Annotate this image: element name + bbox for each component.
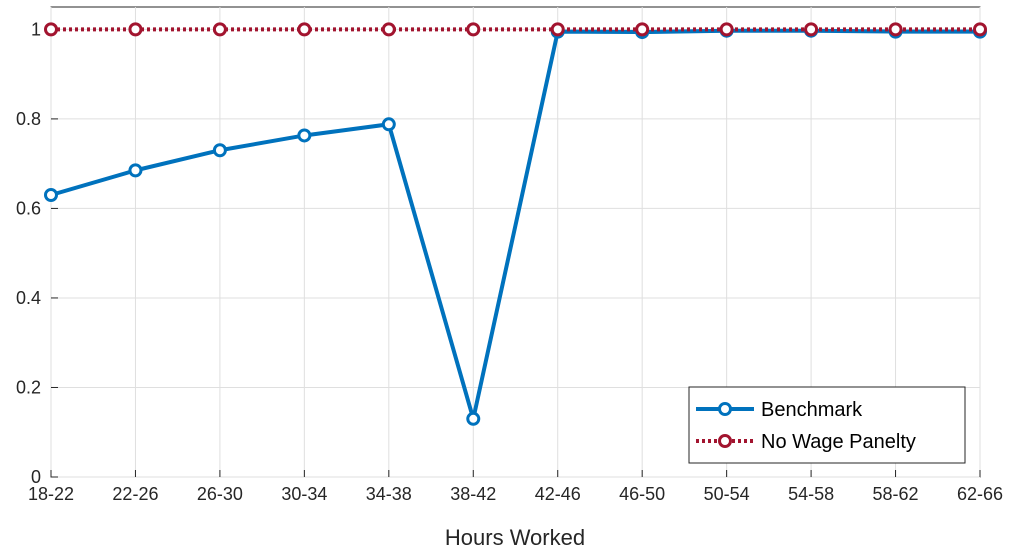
- data-point-no-wage-panelty: [719, 22, 734, 37]
- x-tick-label: 34-38: [366, 484, 412, 504]
- x-tick-label: 30-34: [281, 484, 327, 504]
- y-tick-label: 0: [31, 467, 41, 487]
- y-tick-label: 0.8: [16, 109, 41, 129]
- data-point-no-wage-panelty: [44, 22, 58, 37]
- data-point-no-wage-panelty: [635, 22, 650, 37]
- x-tick-label: 22-26: [112, 484, 158, 504]
- legend-item-benchmark: Benchmark: [696, 399, 863, 421]
- data-point-no-wage-panelty: [128, 22, 143, 37]
- data-point-no-wage-panelty: [550, 22, 565, 37]
- data-point-no-wage-panelty: [212, 22, 227, 37]
- data-point-no-wage-panelty: [466, 22, 481, 37]
- x-tick-label: 38-42: [450, 484, 496, 504]
- y-tick-label: 0.4: [16, 288, 41, 308]
- x-tick-label: 18-22: [28, 484, 74, 504]
- legend-marker-benchmark: [718, 402, 732, 416]
- x-tick-label: 42-46: [535, 484, 581, 504]
- x-axis-title: Hours Worked: [445, 525, 585, 550]
- x-tick-label: 50-54: [704, 484, 750, 504]
- y-tick-label: 1: [31, 19, 41, 39]
- legend-label-benchmark: Benchmark: [761, 399, 863, 421]
- data-point-no-wage-panelty: [297, 22, 312, 37]
- legend-box: [688, 386, 966, 464]
- data-point-benchmark: [297, 128, 312, 143]
- data-point-no-wage-panelty: [804, 22, 819, 37]
- data-point-benchmark: [128, 163, 143, 178]
- series-layer: [44, 22, 987, 426]
- data-point-benchmark: [381, 117, 396, 132]
- x-tick-label: 62-66: [957, 484, 1003, 504]
- x-tick-label: 58-62: [873, 484, 919, 504]
- legend-label-no-wage-panelty: No Wage Panelty: [761, 431, 916, 453]
- x-tick-label: 26-30: [197, 484, 243, 504]
- legend-item-no-wage-panelty: No Wage Panelty: [696, 431, 916, 453]
- axes: 18-22 22-26 26-30 30-34 34-38 38-42 42-46 46-50…: [16, 19, 1003, 504]
- data-point-benchmark: [466, 411, 481, 426]
- y-tick-label: 0.6: [16, 198, 41, 218]
- data-point-no-wage-panelty: [381, 22, 396, 37]
- data-point-no-wage-panelty: [888, 22, 903, 37]
- legend-marker-no-wage-panelty: [718, 434, 732, 448]
- data-point-benchmark: [44, 188, 58, 202]
- data-point-benchmark: [212, 143, 227, 158]
- data-point-no-wage-panelty: [973, 22, 987, 37]
- x-tick-label: 46-50: [619, 484, 665, 504]
- legend: Benchmark No Wage Panelty: [688, 386, 966, 464]
- y-tick-label: 0.2: [16, 377, 41, 397]
- x-tick-label: 54-58: [788, 484, 834, 504]
